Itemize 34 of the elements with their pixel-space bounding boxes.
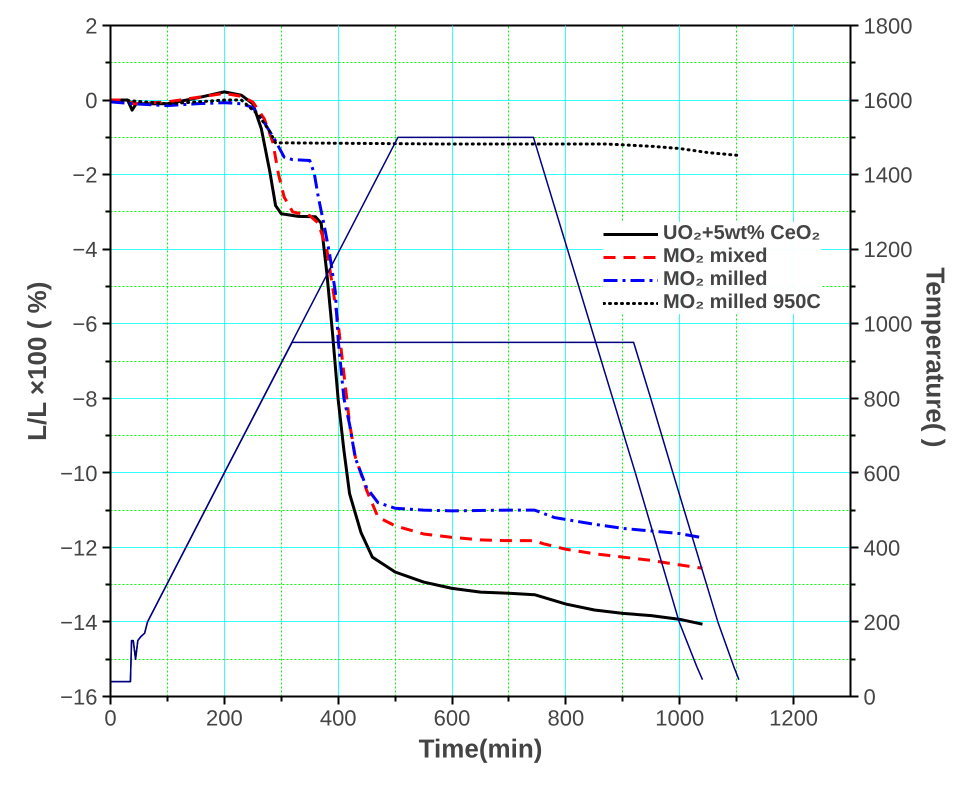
y-tick-label: 2 — [85, 14, 98, 38]
x-tick-label: 0 — [104, 706, 117, 730]
x-tick-label: 800 — [548, 706, 584, 730]
y2-axis-title: Temperature( ) — [920, 267, 950, 448]
y2-tick-label: 1200 — [864, 237, 912, 262]
y-tick-label: −12 — [60, 535, 98, 560]
x-tick-label: 400 — [320, 706, 357, 730]
y2-tick-label: 1000 — [864, 312, 912, 337]
y-tick-label: −2 — [72, 162, 98, 188]
x-tick-label: 200 — [206, 706, 243, 730]
legend-label: MO₂ milled — [663, 268, 768, 291]
x-axis-title: Time(min) — [418, 734, 542, 764]
y-tick-label: −8 — [72, 386, 98, 412]
y2-tick-label: 1800 — [864, 14, 912, 38]
y-tick-label: 0 — [85, 88, 98, 114]
y2-tick-label: 800 — [864, 386, 900, 412]
y-tick-label: −4 — [72, 237, 98, 262]
x-tick-label: 1200 — [769, 706, 818, 730]
y-axis-title: L/L ×100 ( %) — [22, 282, 52, 441]
y-tick-label: −14 — [60, 610, 98, 635]
y-tick-label: −6 — [72, 312, 98, 337]
y2-tick-label: 200 — [864, 610, 900, 635]
y2-tick-label: 1600 — [864, 88, 912, 114]
legend-label: UO₂+5wt% CeO₂ — [663, 222, 820, 245]
y2-tick-label: 0 — [864, 684, 876, 710]
y-tick-label: −16 — [60, 684, 98, 710]
y2-tick-label: 1400 — [864, 162, 912, 188]
legend-label: MO₂ milled 950C — [663, 291, 821, 314]
x-tick-label: 600 — [434, 706, 470, 730]
y-tick-label: −10 — [60, 460, 98, 486]
y2-tick-label: 600 — [864, 460, 900, 486]
x-tick-label: 1000 — [655, 706, 704, 730]
legend-label: MO₂ mixed — [663, 245, 768, 268]
y2-tick-label: 400 — [864, 535, 900, 560]
